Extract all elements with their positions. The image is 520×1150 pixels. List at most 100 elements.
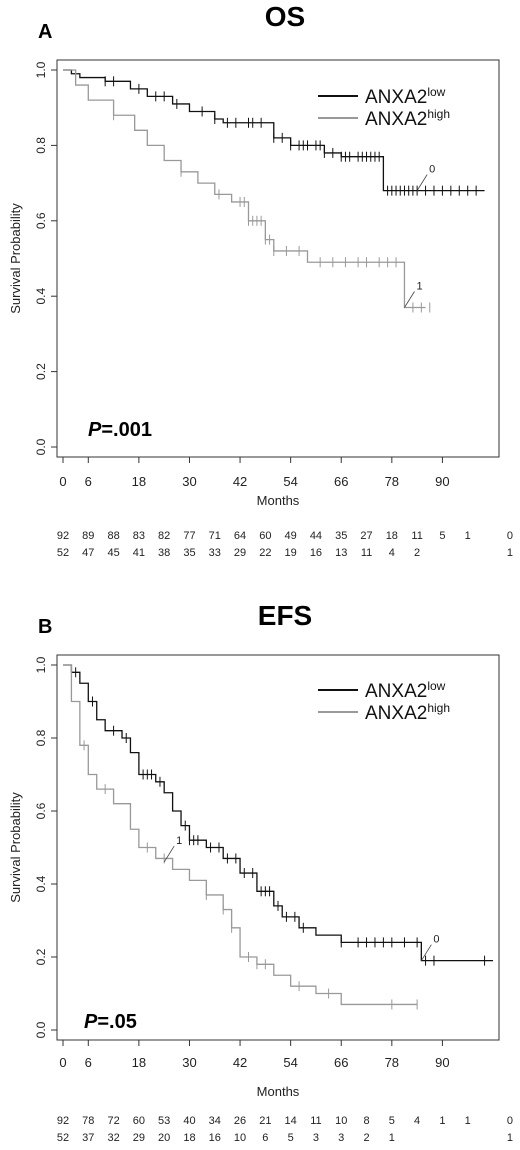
risk-count: 20 bbox=[158, 1132, 170, 1144]
x-tick-label: 78 bbox=[385, 474, 399, 489]
risk-count: 92 bbox=[57, 1115, 69, 1127]
risk-count: 14 bbox=[285, 1115, 297, 1127]
p-value: P=.05 bbox=[84, 1011, 137, 1033]
x-tick-label: 0 bbox=[59, 1055, 66, 1070]
risk-count: 11 bbox=[411, 530, 422, 542]
legend-entry-low: ANXA2low bbox=[365, 679, 446, 702]
y-tick-label: 0.2 bbox=[34, 363, 48, 380]
chart-title: OS bbox=[265, 1, 305, 32]
y-tick-label: 0.8 bbox=[34, 137, 48, 154]
p-value-number: =.05 bbox=[97, 1011, 136, 1033]
annotation-leader-high bbox=[163, 845, 175, 863]
risk-count: 6 bbox=[262, 1132, 268, 1144]
risk-row-label: 0 bbox=[507, 1115, 513, 1127]
risk-count: 27 bbox=[360, 530, 372, 542]
p-value: P=.001 bbox=[88, 419, 152, 441]
risk-row-label: 1 bbox=[507, 547, 513, 559]
risk-row-label: 1 bbox=[507, 1132, 513, 1144]
legend-superscript: high bbox=[427, 107, 450, 121]
x-tick-label: 42 bbox=[233, 1055, 247, 1070]
x-tick-label: 90 bbox=[435, 1055, 449, 1070]
risk-count: 71 bbox=[209, 530, 221, 542]
risk-count: 33 bbox=[209, 547, 221, 559]
risk-count: 92 bbox=[57, 530, 69, 542]
annotation-leader-low bbox=[416, 174, 428, 191]
risk-count: 41 bbox=[133, 547, 145, 559]
y-axis-label: Survival Probability bbox=[8, 792, 23, 903]
curve-end-label-low: 0 bbox=[429, 164, 435, 176]
x-tick-label: 66 bbox=[334, 1055, 348, 1070]
x-tick-label: 18 bbox=[132, 474, 146, 489]
panel-letter: A bbox=[38, 21, 52, 43]
x-tick-label: 30 bbox=[182, 1055, 196, 1070]
risk-count: 38 bbox=[158, 547, 170, 559]
risk-count: 1 bbox=[465, 530, 471, 542]
x-tick-label: 90 bbox=[435, 474, 449, 489]
p-value-number: =.001 bbox=[101, 419, 152, 441]
risk-count: 21 bbox=[259, 1115, 271, 1127]
risk-count: 49 bbox=[285, 530, 297, 542]
risk-count: 83 bbox=[133, 530, 145, 542]
x-tick-label: 66 bbox=[334, 474, 348, 489]
risk-count: 35 bbox=[183, 547, 195, 559]
legend-superscript: high bbox=[427, 701, 450, 715]
y-tick-label: 0.6 bbox=[34, 212, 48, 229]
risk-count: 78 bbox=[82, 1115, 94, 1127]
risk-count: 13 bbox=[335, 547, 347, 559]
risk-count: 16 bbox=[209, 1132, 221, 1144]
legend-superscript: low bbox=[427, 679, 445, 693]
risk-count: 5 bbox=[439, 530, 445, 542]
risk-count: 88 bbox=[107, 530, 119, 542]
p-value-symbol: P bbox=[88, 419, 102, 441]
curve-end-label-high: 1 bbox=[416, 281, 422, 293]
risk-count: 82 bbox=[158, 530, 170, 542]
risk-count: 1 bbox=[465, 1115, 471, 1127]
risk-count: 5 bbox=[288, 1132, 294, 1144]
p-value-symbol: P bbox=[84, 1011, 98, 1033]
risk-count: 18 bbox=[183, 1132, 195, 1144]
risk-count: 44 bbox=[310, 530, 322, 542]
x-tick-label: 78 bbox=[385, 1055, 399, 1070]
risk-count: 40 bbox=[183, 1115, 195, 1127]
panel-letter: B bbox=[38, 616, 52, 638]
risk-count: 8 bbox=[363, 1115, 369, 1127]
risk-count: 29 bbox=[133, 1132, 145, 1144]
legend-entry-low: ANXA2low bbox=[365, 85, 446, 108]
plot-frame bbox=[56, 59, 500, 458]
km-curve-low bbox=[63, 664, 493, 962]
risk-count: 52 bbox=[57, 547, 69, 559]
x-tick-label: 6 bbox=[85, 474, 92, 489]
risk-count: 5 bbox=[389, 1115, 395, 1127]
risk-count: 2 bbox=[414, 547, 420, 559]
risk-row-label: 0 bbox=[507, 530, 513, 542]
risk-count: 32 bbox=[107, 1132, 119, 1144]
risk-count: 10 bbox=[234, 1132, 246, 1144]
risk-count: 26 bbox=[234, 1115, 246, 1127]
plot-frame bbox=[56, 654, 500, 1041]
risk-count: 1 bbox=[389, 1132, 395, 1144]
risk-count: 18 bbox=[386, 530, 398, 542]
x-tick-label: 0 bbox=[59, 474, 66, 489]
risk-count: 2 bbox=[363, 1132, 369, 1144]
risk-count: 1 bbox=[439, 1115, 445, 1127]
risk-count: 72 bbox=[107, 1115, 119, 1127]
risk-count: 29 bbox=[234, 547, 246, 559]
km-curve-high bbox=[63, 664, 418, 1006]
y-axis-label: Survival Probability bbox=[8, 203, 23, 314]
x-axis-label: Months bbox=[257, 493, 300, 508]
risk-count: 11 bbox=[361, 547, 372, 559]
annotation-leader-low bbox=[420, 944, 432, 961]
risk-count: 64 bbox=[234, 530, 246, 542]
risk-count: 16 bbox=[310, 547, 322, 559]
risk-count: 19 bbox=[285, 547, 297, 559]
y-tick-label: 0.4 bbox=[34, 288, 48, 305]
risk-count: 4 bbox=[389, 547, 395, 559]
y-tick-label: 0.4 bbox=[34, 875, 48, 892]
x-tick-label: 54 bbox=[283, 1055, 297, 1070]
y-tick-label: 0.0 bbox=[34, 1021, 48, 1038]
y-tick-label: 1.0 bbox=[34, 61, 48, 78]
efs-panel: B EFS 0.0 0.2 0.4 0.6 0.8 1.0 Survival Probabili… bbox=[8, 600, 513, 1144]
risk-count: 3 bbox=[313, 1132, 319, 1144]
chart-title: EFS bbox=[258, 600, 312, 631]
